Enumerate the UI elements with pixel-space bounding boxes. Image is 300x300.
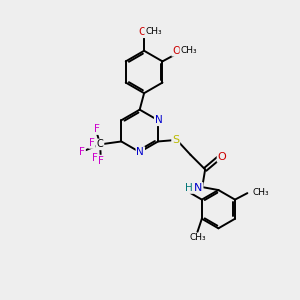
Text: F: F — [92, 153, 98, 163]
Text: C: C — [97, 140, 104, 149]
Text: CH₃: CH₃ — [189, 233, 206, 242]
Text: N: N — [136, 147, 144, 157]
Text: O: O — [218, 152, 226, 162]
Text: H: H — [185, 183, 193, 193]
Text: O: O — [139, 27, 147, 37]
Text: CH₃: CH₃ — [180, 46, 197, 55]
Text: N: N — [194, 183, 202, 193]
Text: N: N — [155, 115, 163, 125]
Text: F: F — [79, 146, 85, 156]
Text: CH₃: CH₃ — [145, 27, 162, 36]
Text: F: F — [79, 147, 85, 157]
Text: F: F — [89, 138, 95, 148]
Text: S: S — [172, 135, 179, 145]
Text: F: F — [98, 156, 104, 166]
Text: CH₃: CH₃ — [253, 188, 269, 197]
Text: O: O — [172, 46, 180, 56]
Text: F: F — [94, 124, 100, 134]
